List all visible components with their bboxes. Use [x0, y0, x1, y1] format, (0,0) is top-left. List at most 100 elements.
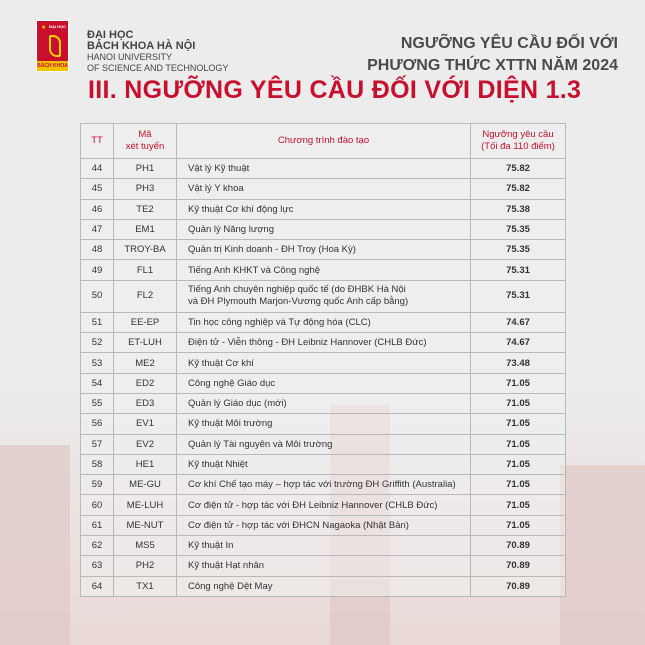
cell-tt: 51 — [80, 311, 114, 334]
cell-tt: 60 — [80, 494, 114, 516]
cell-program: Quản lý Tài nguyên và Môi trường — [176, 433, 471, 455]
cell-score: 70.89 — [470, 575, 566, 597]
cell-code: FL2 — [113, 279, 177, 313]
cell-score: 70.89 — [470, 555, 566, 577]
program-text: Kỹ thuật Cơ khí động lực — [188, 203, 294, 215]
cell-code: PH2 — [113, 555, 177, 577]
cell-code: ET-LUH — [113, 332, 177, 354]
cell-code: HE1 — [113, 453, 177, 476]
cell-program: Công nghệ Dệt May — [176, 575, 471, 597]
program-text: Quản lý Năng lượng — [188, 224, 274, 236]
cell-score: 75.82 — [470, 157, 566, 180]
table-row: 47 EM1 Quản lý Năng lượng 75.35 — [80, 218, 566, 241]
program-text: Tiếng Anh KHKT và Công nghệ — [188, 264, 321, 276]
header-title: NGƯỠNG YÊU CẦU ĐỐI VỚI PHƯƠNG THỨC XTTN … — [367, 33, 618, 77]
program-text: Kỹ thuật In — [188, 540, 234, 552]
table-row: 51 EE-EP Tin học công nghiệp và Tự động … — [80, 311, 566, 334]
cell-code: TROY-BA — [113, 239, 177, 261]
cell-code: ME-LUH — [113, 494, 177, 516]
cell-code: TE2 — [113, 198, 177, 220]
table-row: 63 PH2 Kỹ thuật Hạt nhân 70.89 — [80, 555, 566, 577]
cell-tt: 45 — [80, 178, 114, 200]
table-row: 57 EV2 Quản lý Tài nguyên và Môi trường … — [80, 433, 566, 455]
cell-code: ME2 — [113, 352, 177, 374]
cell-tt: 57 — [80, 433, 114, 455]
program-text: Tiếng Anh chuyên nghiệp quốc tế (do ĐHBK… — [188, 284, 406, 296]
cell-score: 70.89 — [470, 535, 566, 557]
university-line3: HANOI UNIVERSITY — [87, 52, 173, 62]
cell-program: Điện tử - Viễn thông - ĐH Leibniz Hannov… — [176, 332, 471, 354]
university-line4: OF SCIENCE AND TECHNOLOGY — [87, 63, 229, 73]
cell-score: 74.67 — [470, 332, 566, 354]
program-text: Điện tử - Viễn thông - ĐH Leibniz Hannov… — [188, 337, 427, 349]
program-text: Vật lý Kỹ thuật — [188, 163, 250, 175]
cell-program: Kỹ thuật Hạt nhân — [176, 555, 471, 577]
cell-code: ED2 — [113, 372, 177, 394]
skyline-building — [0, 445, 70, 645]
cell-code: EV2 — [113, 433, 177, 455]
program-text: Vật lý Y khoa — [188, 183, 244, 195]
program-text: Cơ điện tử - hợp tác với ĐHCN Nagaoka (N… — [188, 519, 409, 531]
table-row: 48 TROY-BA Quản trị Kinh doanh - ĐH Troy… — [80, 239, 566, 261]
cell-program: Kỹ thuật In — [176, 535, 471, 557]
cell-code: EM1 — [113, 218, 177, 241]
table-row: 54 ED2 Công nghệ Giáo dục 71.05 — [80, 372, 566, 394]
cell-code: PH1 — [113, 157, 177, 180]
cell-code: MS5 — [113, 535, 177, 557]
cell-tt: 56 — [80, 413, 114, 435]
header-score-line1: Ngưỡng yêu cầu — [482, 129, 554, 140]
logo-bottom-text: BÁCH KHOA — [37, 61, 68, 71]
cell-score: 75.35 — [470, 218, 566, 241]
cell-score: 71.05 — [470, 494, 566, 516]
table-row: 46 TE2 Kỹ thuật Cơ khí động lực 75.38 — [80, 198, 566, 220]
cell-program: Tiếng Anh KHKT và Công nghệ — [176, 259, 471, 281]
header-program: Chương trình đào tạo — [176, 123, 471, 159]
program-text: Cơ khí Chế tạo máy – hợp tác với trường … — [188, 479, 456, 491]
table-row: 45 PH3 Vật lý Y khoa 75.82 — [80, 178, 566, 200]
header-line2: PHƯƠNG THỨC XTTN NĂM 2024 — [367, 57, 618, 74]
cell-code: EV1 — [113, 413, 177, 435]
header-score: Ngưỡng yêu cầu (Tối đa 110 điểm) — [470, 123, 566, 159]
cell-score: 71.05 — [470, 514, 566, 537]
university-logo: ★ ĐẠI HỌC BÁCH KHOA — [36, 20, 69, 72]
cell-tt: 61 — [80, 514, 114, 537]
table-row: 58 HE1 Kỹ thuật Nhiệt 71.05 — [80, 453, 566, 476]
cell-tt: 62 — [80, 535, 114, 557]
cell-program: Vật lý Y khoa — [176, 178, 471, 200]
cell-program: Quản lý Giáo dục (mới) — [176, 392, 471, 415]
program-text: Quản lý Giáo dục (mới) — [188, 398, 287, 410]
program-text: Tin học công nghiệp và Tự động hóa (CLC) — [188, 316, 371, 328]
program-text: Công nghệ Giáo dục — [188, 377, 276, 389]
cell-program: Cơ khí Chế tạo máy – hợp tác với trường … — [176, 474, 471, 496]
cell-tt: 46 — [80, 198, 114, 220]
cell-score: 74.67 — [470, 311, 566, 334]
cell-program: Cơ điện tử - hợp tác với ĐH Leibniz Hann… — [176, 494, 471, 516]
table-row: 60 ME-LUH Cơ điện tử - hợp tác với ĐH Le… — [80, 494, 566, 516]
header-score-line2: (Tối đa 110 điểm) — [481, 141, 555, 152]
cell-tt: 50 — [80, 279, 114, 313]
cell-program: Kỹ thuật Nhiệt — [176, 453, 471, 476]
header-code: Mã xét tuyển — [113, 123, 177, 159]
program-text: Kỹ thuật Nhiệt — [188, 459, 248, 470]
cell-code: FL1 — [113, 259, 177, 281]
cell-tt: 54 — [80, 372, 114, 394]
program-text: Quản trị Kinh doanh - ĐH Troy (Hoa Kỳ) — [188, 244, 356, 256]
cell-score: 71.05 — [470, 474, 566, 496]
table-row: 56 EV1 Kỹ thuật Môi trường 71.05 — [80, 413, 566, 435]
cell-program: Tiếng Anh chuyên nghiệp quốc tế (do ĐHBK… — [176, 279, 471, 313]
cell-score: 75.31 — [470, 279, 566, 313]
cell-code: PH3 — [113, 178, 177, 200]
cell-score: 75.38 — [470, 198, 566, 220]
table-row: 64 TX1 Công nghệ Dệt May 70.89 — [80, 575, 566, 597]
cell-score: 75.31 — [470, 259, 566, 281]
cell-code: ME-GU — [113, 474, 177, 496]
header-tt: TT — [80, 123, 114, 159]
university-line2: BÁCH KHOA HÀ NỘI — [87, 40, 196, 52]
cell-program: Kỹ thuật Môi trường — [176, 413, 471, 435]
threshold-table: TT Mã xét tuyển Chương trình đào tạo Ngưỡ… — [80, 123, 566, 597]
program-text: Kỹ thuật Cơ khí — [188, 357, 254, 369]
cell-score: 75.82 — [470, 178, 566, 200]
cell-score: 71.05 — [470, 413, 566, 435]
table-row: 44 PH1 Vật lý Kỹ thuật 75.82 — [80, 157, 566, 180]
skyline-building — [560, 465, 645, 645]
